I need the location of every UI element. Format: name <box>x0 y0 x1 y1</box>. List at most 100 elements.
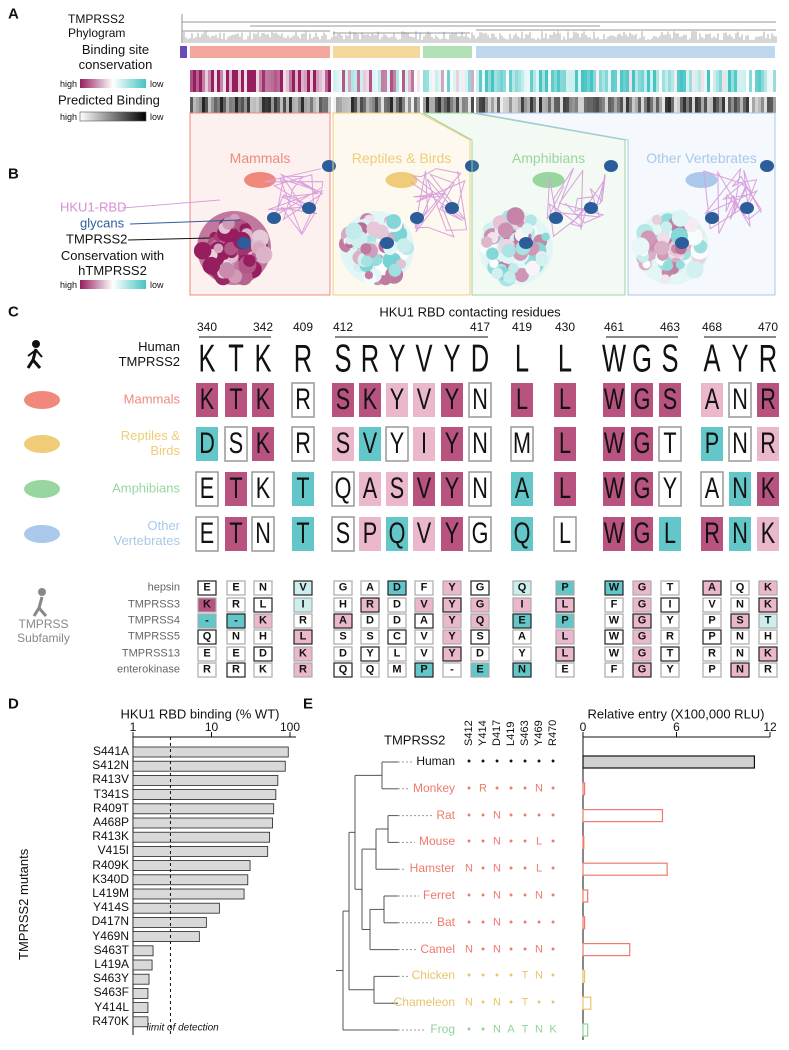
logo-letter: N <box>472 471 488 506</box>
logo-cell <box>331 516 355 552</box>
conservation-cell <box>533 70 536 92</box>
subfamily-icon <box>32 596 44 617</box>
group-region <box>422 112 626 296</box>
alignment-title: HKU1 RBD contacting residues <box>379 304 561 320</box>
logo-cell <box>386 517 408 551</box>
bar <box>132 860 251 871</box>
binding-cell <box>509 97 512 113</box>
conservation-cell <box>761 70 764 92</box>
logo-letter: Q <box>388 516 406 551</box>
conservation-cell <box>725 70 728 92</box>
conservation-cell <box>500 70 503 92</box>
residue: • <box>467 970 471 983</box>
binding-cell <box>497 97 500 113</box>
surface-patch <box>508 263 519 274</box>
subfamily-cell <box>660 580 680 596</box>
conservation-cell <box>465 70 468 92</box>
residue: N <box>493 996 501 1009</box>
conservation-cell <box>701 70 704 92</box>
subfamily-residue: H <box>339 598 347 611</box>
group-name: Mammals <box>229 149 291 166</box>
conservation-cell <box>217 70 220 92</box>
logo-cell <box>413 517 435 551</box>
subfamily-residue: D <box>476 647 484 660</box>
residue-number: 463 <box>659 320 681 335</box>
residue: • <box>537 996 541 1009</box>
conservation-cell <box>408 70 411 92</box>
conservation-cell <box>280 70 283 92</box>
surface-patch <box>386 214 402 230</box>
conservation-cell <box>241 70 244 92</box>
binding-cell <box>265 97 268 113</box>
residue-header: S463 <box>519 720 531 746</box>
binding-cell <box>503 97 506 113</box>
residue: N <box>535 782 543 795</box>
residue: A <box>507 1023 515 1036</box>
species-label: Mouse <box>418 834 455 849</box>
binding-cell <box>417 97 420 113</box>
conservation-cell <box>292 70 295 92</box>
conservation-cell <box>333 70 336 92</box>
conservation-cell <box>746 70 749 92</box>
binding-cell <box>393 97 396 113</box>
subfamily-cell <box>632 580 652 596</box>
binding-cell <box>322 97 325 113</box>
group-icon <box>24 480 60 498</box>
binding-cell <box>411 97 414 113</box>
conservation-cell <box>339 70 342 92</box>
subfamily-residue: F <box>610 663 618 676</box>
subfamily-residue: N <box>259 581 267 594</box>
surface-patch <box>213 243 224 254</box>
subfamily-residue: G <box>338 581 348 594</box>
residue: N <box>493 1023 501 1036</box>
conservation-cell <box>304 70 307 92</box>
binding-cell <box>193 97 196 113</box>
logo-cell <box>386 472 408 506</box>
subfamily-cell <box>758 580 778 596</box>
surface-patch <box>671 209 689 227</box>
conservation-cell <box>509 70 512 92</box>
species-label: Bat <box>436 914 455 929</box>
binding-cell <box>465 97 468 113</box>
human-residue: L <box>557 337 573 381</box>
chart-title: HKU1 RBD binding (% WT) <box>120 706 280 722</box>
binding-cell <box>435 97 438 113</box>
human-residue: W <box>601 337 627 381</box>
residue: • <box>523 782 527 795</box>
conservation-cell <box>503 70 506 92</box>
residue: • <box>467 755 471 768</box>
binding-cell <box>689 97 692 113</box>
bar <box>132 789 277 800</box>
binding-cell <box>405 97 408 113</box>
binding-cell <box>345 97 348 113</box>
conservation-cell <box>411 70 414 92</box>
conservation-cell <box>686 70 689 92</box>
conservation-cell <box>459 70 462 92</box>
subfamily-cell <box>702 613 722 629</box>
conservation-cell <box>345 70 348 92</box>
subfamily-cell <box>333 597 353 613</box>
logo-letter: L <box>558 426 572 461</box>
human-icon <box>31 359 42 369</box>
subfamily-cell <box>442 662 462 678</box>
logo-letter: S <box>389 471 405 506</box>
logo-cell <box>441 427 463 461</box>
subfamily-cell <box>197 629 217 645</box>
group-name: Other Vertebrates <box>113 518 181 548</box>
subfamily-cell <box>442 580 462 596</box>
subfamily-name: enterokinase <box>117 663 180 676</box>
logo-cell <box>225 517 247 551</box>
logo-letter: Q <box>513 516 531 551</box>
residue-number: 461 <box>603 320 625 335</box>
subfamily-residue: R <box>708 647 716 660</box>
subfamily-cell <box>555 629 575 645</box>
binding-cell <box>253 97 256 113</box>
conservation-cell <box>235 70 238 92</box>
subfamily-residue: G <box>475 598 485 611</box>
conservation-cell <box>319 70 322 92</box>
binding-cell <box>360 97 363 113</box>
conservation-cell <box>494 70 497 92</box>
subfamily-cell <box>512 597 532 613</box>
subfamily-cell <box>730 662 750 678</box>
binding-cell <box>593 97 596 113</box>
